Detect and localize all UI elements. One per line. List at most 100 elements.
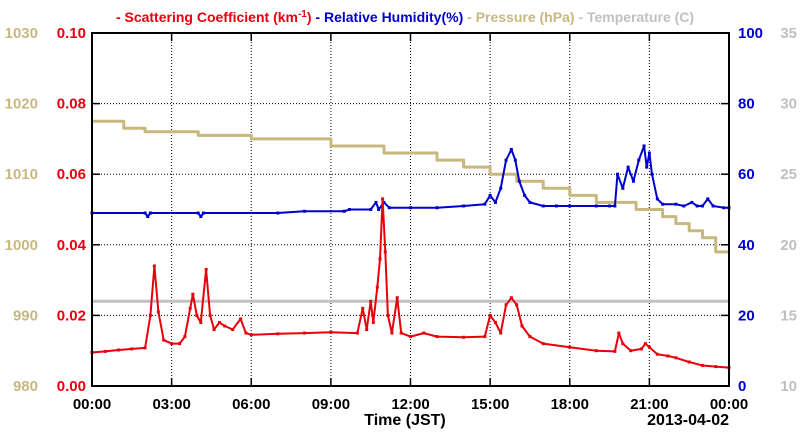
data-point-scattering [212,328,216,332]
data-point-humidity [554,204,558,208]
data-point-scattering [381,197,385,201]
data-point-scattering [329,330,333,334]
y-tick-label-humidity: 60 [738,166,755,183]
data-point-humidity [706,197,710,201]
y-tick-label-pressure: 1020 [5,96,38,113]
legend-item-scattering: - Scattering Coefficient (km [116,9,298,25]
y-tick-label-scattering: 0.06 [57,166,86,183]
y-tick-label-humidity: 100 [738,25,763,42]
data-point-scattering [390,331,394,335]
y-tick-label-humidity: 20 [738,307,755,324]
data-point-humidity [513,158,517,162]
data-point-scattering [629,349,633,353]
data-point-scattering [399,331,403,335]
data-point-scattering [386,313,390,317]
data-point-humidity [674,202,678,206]
data-point-scattering [244,331,248,335]
data-point-humidity [509,147,513,151]
data-point-humidity [276,211,280,215]
data-point-scattering [217,320,221,324]
x-tick-label: 09:00 [312,396,350,413]
data-point-scattering [643,342,647,346]
y-tick-label-humidity: 0 [738,378,746,395]
data-point-scattering [361,306,365,310]
data-point-humidity [690,200,694,204]
chart-legend: - Scattering Coefficient (km-1) - Relati… [116,9,694,26]
data-point-scattering [621,342,625,346]
data-point-scattering [117,348,121,352]
data-point-humidity [504,158,508,162]
data-point-scattering [515,303,519,307]
data-point-humidity [499,186,503,190]
y-tick-label-humidity: 80 [738,96,755,113]
data-point-scattering [239,317,243,321]
y-tick-label-pressure: 1010 [5,166,38,183]
data-point-scattering [617,331,621,335]
data-point-scattering [170,342,174,346]
data-point-scattering [371,320,375,324]
data-point-scattering [422,331,426,335]
data-point-humidity [387,206,391,210]
data-point-scattering [714,365,718,369]
data-point-scattering [674,356,678,360]
data-point-humidity [711,204,715,208]
data-point-humidity [347,208,351,211]
legend-item-humidity: - Relative Humidity(%) [312,9,464,25]
data-point-scattering [488,313,492,317]
data-point-humidity [196,211,200,215]
data-point-humidity [146,215,150,219]
data-point-scattering [191,292,195,296]
data-point-scattering [162,338,166,342]
data-point-scattering [520,324,524,328]
grid-lines [92,33,729,386]
data-point-scattering [655,352,659,356]
data-point-humidity [143,211,147,215]
data-point-humidity [650,172,654,176]
y-tick-label-scattering: 0.10 [57,25,86,42]
data-point-scattering [541,342,545,346]
data-point-humidity [594,204,598,208]
data-point-scattering [613,349,617,353]
data-point-humidity [148,211,152,215]
data-point-scattering [687,360,691,364]
data-point-humidity [613,204,617,208]
data-point-humidity [409,206,412,210]
y-tick-label-pressure: 1000 [5,237,38,254]
data-point-humidity [626,165,630,169]
x-tick-label: 03:00 [152,396,190,413]
data-point-humidity [637,158,641,162]
y-tick-label-pressure: 990 [13,307,38,324]
series-line-pressure [92,119,729,254]
data-point-humidity [642,144,646,148]
legend-item-scattering-part: ) [307,9,312,25]
data-point-humidity [199,215,203,219]
data-point-scattering [249,333,253,337]
data-point-scattering [231,328,235,332]
data-point-humidity [201,211,205,215]
data-point-scattering [700,364,704,368]
data-point-scattering [188,306,192,310]
y-tick-label-pressure: 1030 [5,25,38,42]
data-point-scattering [143,346,147,350]
data-point-scattering [178,342,182,346]
data-point-scattering [504,303,508,307]
data-point-humidity [369,208,373,211]
x-axis-label: Time (JST) [364,412,446,429]
data-point-scattering [156,310,160,314]
data-point-humidity [645,165,649,169]
x-tick-label: 18:00 [551,396,589,413]
y-tick-label-temperature: 25 [780,166,797,183]
data-point-scattering [666,354,670,358]
y-tick-label-scattering: 0.04 [57,237,87,254]
data-point-scattering [199,320,203,324]
data-point-humidity [647,151,651,155]
data-point-scattering [647,345,651,349]
data-point-humidity [462,204,466,208]
data-point-humidity [374,200,378,204]
data-point-scattering [375,285,379,289]
tick-marks [91,32,730,387]
y-tick-label-temperature: 35 [780,25,797,42]
y-tick-label-temperature: 20 [780,237,797,254]
y-tick-label-pressure: 980 [13,378,38,395]
data-point-scattering [499,331,503,335]
